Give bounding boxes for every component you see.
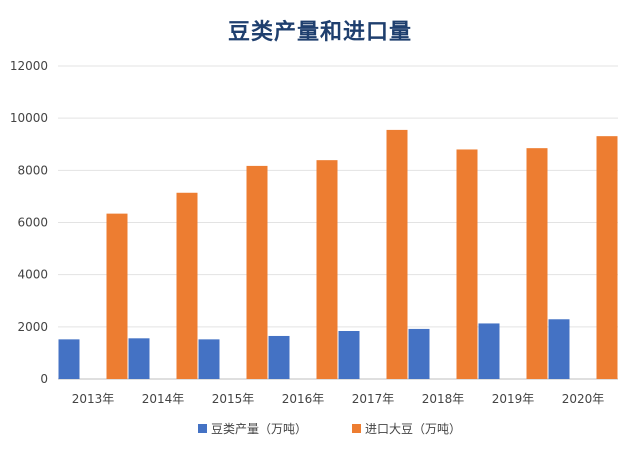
bar-bean-production bbox=[58, 339, 80, 379]
bar-soybean-import bbox=[106, 213, 128, 379]
bar-soybean-import bbox=[246, 165, 268, 379]
bar-bean-production bbox=[408, 328, 430, 379]
bar-soybean-import bbox=[176, 192, 198, 379]
y-tick-label: 6000 bbox=[17, 216, 48, 230]
bar-bean-production bbox=[198, 339, 220, 379]
legend-swatch bbox=[352, 424, 361, 433]
bar-soybean-import bbox=[386, 129, 408, 379]
bar-soybean-import bbox=[596, 136, 618, 379]
x-tick-label: 2016年 bbox=[282, 392, 325, 406]
x-tick-label: 2015年 bbox=[212, 392, 255, 406]
chart-title: 豆类产量和进口量 bbox=[227, 20, 412, 45]
bar-bean-production bbox=[268, 335, 290, 379]
y-tick-label: 8000 bbox=[17, 163, 48, 177]
bar-bean-production bbox=[128, 338, 150, 379]
y-tick-label: 12000 bbox=[10, 59, 48, 73]
bar-soybean-import bbox=[526, 148, 548, 379]
x-tick-label: 2020年 bbox=[562, 392, 605, 406]
y-tick-label: 0 bbox=[40, 372, 48, 386]
x-tick-label: 2019年 bbox=[492, 392, 535, 406]
y-tick-label: 2000 bbox=[17, 320, 48, 334]
legend-label: 进口大豆（万吨） bbox=[365, 422, 461, 436]
legend-swatch bbox=[198, 424, 207, 433]
x-tick-label: 2018年 bbox=[422, 392, 465, 406]
x-tick-label: 2017年 bbox=[352, 392, 395, 406]
bar-soybean-import bbox=[316, 160, 338, 379]
x-tick-label: 2013年 bbox=[72, 392, 115, 406]
bar-bean-production bbox=[478, 323, 500, 379]
y-tick-label: 10000 bbox=[10, 111, 48, 125]
y-tick-label: 4000 bbox=[17, 268, 48, 282]
legend-label: 豆类产量（万吨） bbox=[211, 422, 307, 436]
x-tick-label: 2014年 bbox=[142, 392, 185, 406]
bar-bean-production bbox=[548, 319, 570, 379]
bar-bean-production bbox=[338, 331, 360, 379]
bar-soybean-import bbox=[456, 149, 478, 379]
